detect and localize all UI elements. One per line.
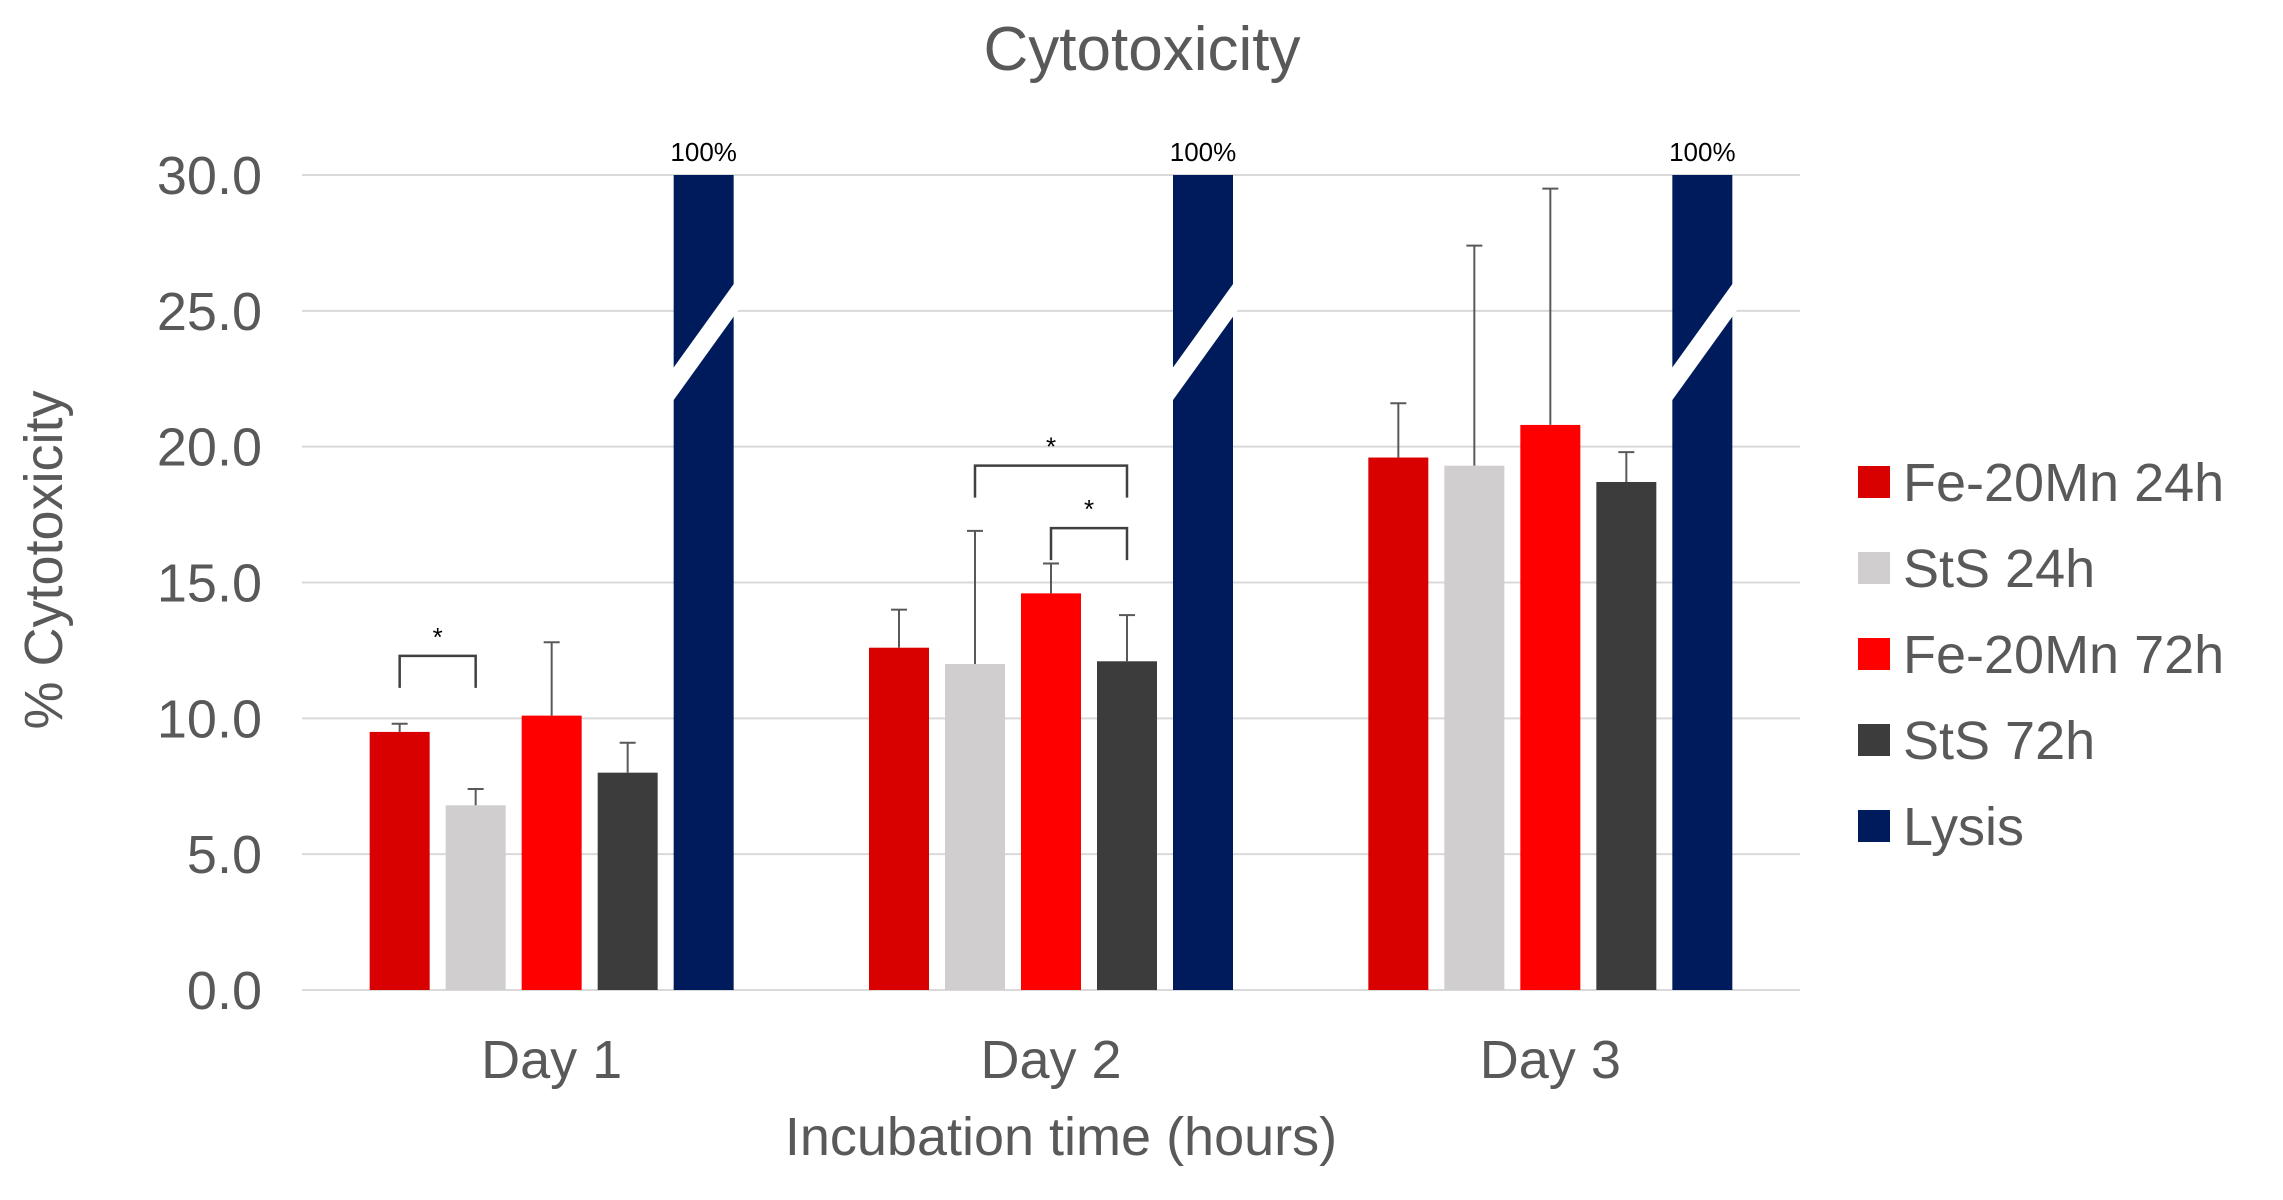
y-tick-label: 5.0 bbox=[187, 825, 262, 885]
legend-label: Fe-20Mn 24h bbox=[1903, 453, 2224, 513]
legend-label: StS 72h bbox=[1903, 711, 2095, 771]
legend: Fe-20Mn 24h StS 24h Fe-20Mn 72h StS 72h Lysi… bbox=[1858, 453, 2224, 857]
legend-swatch bbox=[1858, 724, 1890, 756]
significance-bracket bbox=[398, 654, 477, 688]
y-tick-label: 0.0 bbox=[187, 961, 262, 1021]
significance-label: * bbox=[433, 622, 443, 652]
y-tick-labels: 0.0 5.0 10.0 15.0 20.0 25.0 30.0 bbox=[157, 146, 262, 1021]
axis-break bbox=[659, 264, 748, 420]
significance-bracket bbox=[973, 464, 1129, 498]
y-tick-label: 25.0 bbox=[157, 282, 262, 342]
data-label: 100% bbox=[1170, 137, 1237, 167]
axis-break bbox=[1658, 264, 1747, 420]
bar bbox=[1368, 457, 1429, 990]
y-tick-label: 20.0 bbox=[157, 418, 262, 478]
bar bbox=[369, 731, 430, 990]
bar bbox=[1520, 424, 1581, 990]
bar bbox=[597, 772, 658, 990]
legend-swatch bbox=[1858, 638, 1890, 670]
y-tick-label: 15.0 bbox=[157, 554, 262, 614]
bar bbox=[445, 805, 506, 990]
significance-brackets: * * * bbox=[398, 432, 1129, 688]
axis-break bbox=[1159, 264, 1247, 420]
legend-swatch bbox=[1858, 466, 1890, 498]
y-tick-label: 30.0 bbox=[157, 146, 262, 206]
bar bbox=[869, 647, 929, 990]
x-tick-label: Day 1 bbox=[481, 1030, 622, 1090]
bar bbox=[521, 715, 582, 990]
x-tick-label: Day 2 bbox=[980, 1030, 1121, 1090]
y-tick-label: 10.0 bbox=[157, 689, 262, 749]
bar bbox=[1596, 481, 1657, 990]
legend-swatch bbox=[1858, 552, 1890, 584]
data-label: 100% bbox=[670, 137, 737, 167]
x-axis-label: Incubation time (hours) bbox=[785, 1107, 1337, 1167]
bar bbox=[1021, 593, 1081, 990]
error-bars bbox=[391, 187, 1635, 806]
data-label: 100% bbox=[1669, 137, 1736, 167]
legend-label: StS 24h bbox=[1903, 539, 2095, 599]
bars: 100% 100% 100% bbox=[369, 137, 1747, 990]
significance-label: * bbox=[1046, 432, 1056, 462]
y-axis-label: % Cytotoxicity bbox=[14, 390, 74, 729]
bar bbox=[945, 664, 1005, 990]
significance-bracket bbox=[1049, 526, 1129, 561]
chart-title: Cytotoxicity bbox=[984, 15, 1301, 84]
bar bbox=[1444, 465, 1505, 990]
legend-label: Fe-20Mn 72h bbox=[1903, 625, 2224, 685]
x-tick-labels: Day 1 Day 2 Day 3 bbox=[481, 1030, 1621, 1090]
bar bbox=[1097, 661, 1157, 990]
legend-swatch bbox=[1858, 810, 1890, 842]
x-tick-label: Day 3 bbox=[1480, 1030, 1621, 1090]
legend-label: Lysis bbox=[1903, 797, 2024, 857]
significance-label: * bbox=[1084, 494, 1094, 524]
